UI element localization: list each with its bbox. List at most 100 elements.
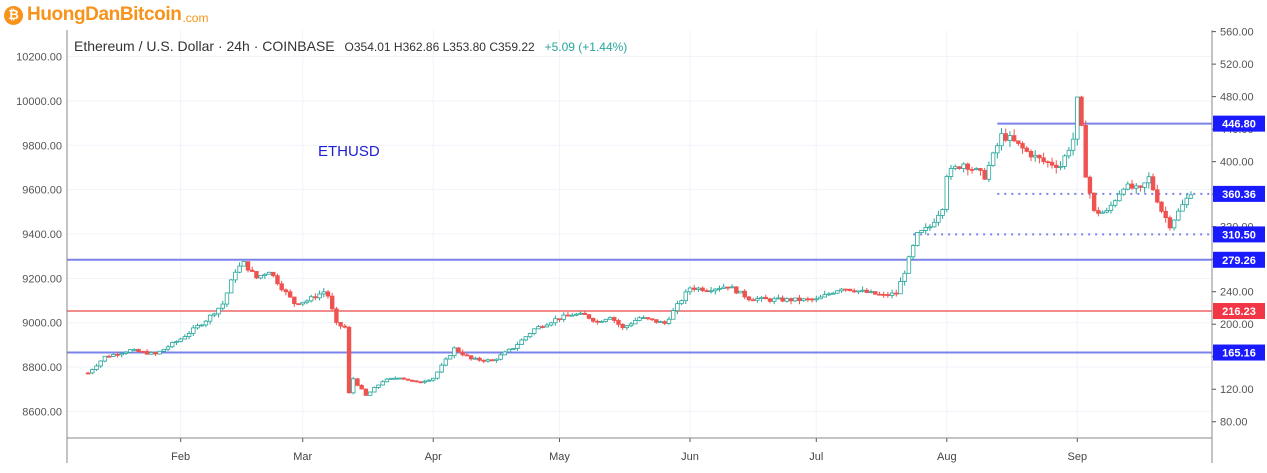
- candle-body: [1075, 96, 1080, 140]
- candle-body: [784, 298, 790, 302]
- candle-body: [687, 287, 693, 293]
- candle-body: [165, 346, 171, 350]
- candle-body: [102, 355, 108, 362]
- grid: [67, 30, 1212, 438]
- left-tick-label: 10000.00: [16, 96, 62, 108]
- candle-body: [1049, 161, 1055, 166]
- left-tick-label: 9400.00: [22, 229, 62, 241]
- candle-body: [1125, 183, 1131, 190]
- candle-body: [805, 298, 811, 301]
- left-tick-label: 10200.00: [16, 52, 62, 64]
- candle-body: [780, 297, 785, 302]
- watermark-logo: ₿ HuongDanBitcoin .com: [4, 4, 208, 26]
- candle-body: [565, 314, 571, 317]
- candle-body: [1045, 161, 1051, 164]
- candle-body: [174, 341, 179, 343]
- level-label-box: [1213, 303, 1265, 320]
- candle-body: [624, 325, 630, 329]
- candle-body: [397, 377, 402, 380]
- candle-body: [262, 273, 268, 276]
- level-label-box: [1213, 185, 1265, 202]
- candle-body: [944, 176, 949, 210]
- candle-body: [692, 287, 697, 290]
- candle-body: [296, 303, 301, 306]
- candle-body: [376, 384, 381, 388]
- candle-body: [237, 265, 242, 273]
- candle-body: [738, 290, 743, 294]
- price-change: +5.09 (+1.44%): [544, 40, 628, 54]
- right-tick-label: 520.00: [1220, 59, 1254, 71]
- candle-body: [481, 359, 486, 362]
- candle-body: [136, 349, 141, 352]
- candle-body: [670, 310, 676, 320]
- candle-body: [582, 312, 587, 315]
- candle-body: [245, 261, 251, 271]
- candle-body: [275, 275, 280, 285]
- candle-body: [1138, 185, 1143, 188]
- candle-body: [359, 384, 364, 390]
- candle-body: [742, 290, 747, 298]
- candle-body: [586, 314, 592, 319]
- candle-body: [708, 290, 714, 293]
- candle-body: [115, 353, 120, 356]
- watermark-text: HuongDanBitcoin: [27, 4, 182, 25]
- candle-body: [435, 371, 440, 379]
- candle-body: [220, 303, 225, 309]
- candle-body: [317, 293, 322, 299]
- candle-body: [1129, 183, 1135, 189]
- candle-body: [986, 165, 992, 180]
- candle-body: [995, 145, 1000, 154]
- candle-body: [254, 271, 259, 279]
- candle-body: [999, 133, 1004, 147]
- candle-body: [544, 324, 550, 328]
- candle-body: [157, 350, 162, 355]
- candle-body: [106, 355, 112, 358]
- candle-body: [851, 290, 857, 293]
- candle-body: [603, 318, 609, 322]
- candle-body: [1171, 219, 1177, 229]
- candle-body: [405, 378, 411, 381]
- candle-body: [250, 269, 255, 272]
- candle-body: [801, 298, 806, 301]
- candle-body: [772, 298, 777, 302]
- ohlc-values: O354.01 H362.86 L353.80 C359.22: [344, 40, 535, 54]
- candle-body: [1091, 192, 1097, 211]
- candle-body: [1011, 135, 1017, 142]
- candle-body: [1134, 185, 1139, 189]
- candle-body: [936, 214, 941, 223]
- candle-body: [540, 326, 545, 328]
- candle-body: [207, 314, 213, 322]
- candle-body: [1121, 188, 1126, 195]
- watermark-tld: .com: [182, 10, 209, 25]
- candle-body: [1096, 210, 1101, 214]
- time-axis[interactable]: Feb Mar Apr May Jun Jul Aug Sep: [67, 437, 1212, 463]
- candle-body: [409, 379, 415, 382]
- candle-body: [868, 291, 874, 293]
- candle-body: [536, 326, 541, 330]
- candle-body: [439, 364, 444, 373]
- left-tick-label: 9600.00: [22, 185, 62, 197]
- candle-body: [519, 339, 524, 345]
- right-price-axis[interactable]: 560.00520.00480.00440.00400.00360.00320.…: [1211, 27, 1254, 463]
- candle-body: [1100, 211, 1105, 214]
- level-label: 216.23: [1222, 306, 1256, 318]
- candle-body: [826, 293, 832, 296]
- candle-body: [228, 279, 234, 294]
- candle-body: [123, 351, 129, 354]
- candle-body: [338, 322, 343, 327]
- candle-body: [696, 287, 701, 290]
- candle-body: [717, 288, 722, 290]
- time-tick-label: Jun: [681, 451, 699, 463]
- candle-body: [271, 271, 276, 277]
- candle-body: [729, 286, 735, 289]
- candle-body: [1083, 125, 1088, 178]
- candle-body: [658, 321, 663, 324]
- candle-body: [308, 296, 314, 302]
- candle-body: [473, 357, 478, 360]
- candle-body: [426, 379, 432, 382]
- candle-body: [599, 320, 604, 323]
- candle-body: [835, 290, 840, 294]
- candle-body: [468, 355, 474, 360]
- candle-body: [111, 353, 116, 357]
